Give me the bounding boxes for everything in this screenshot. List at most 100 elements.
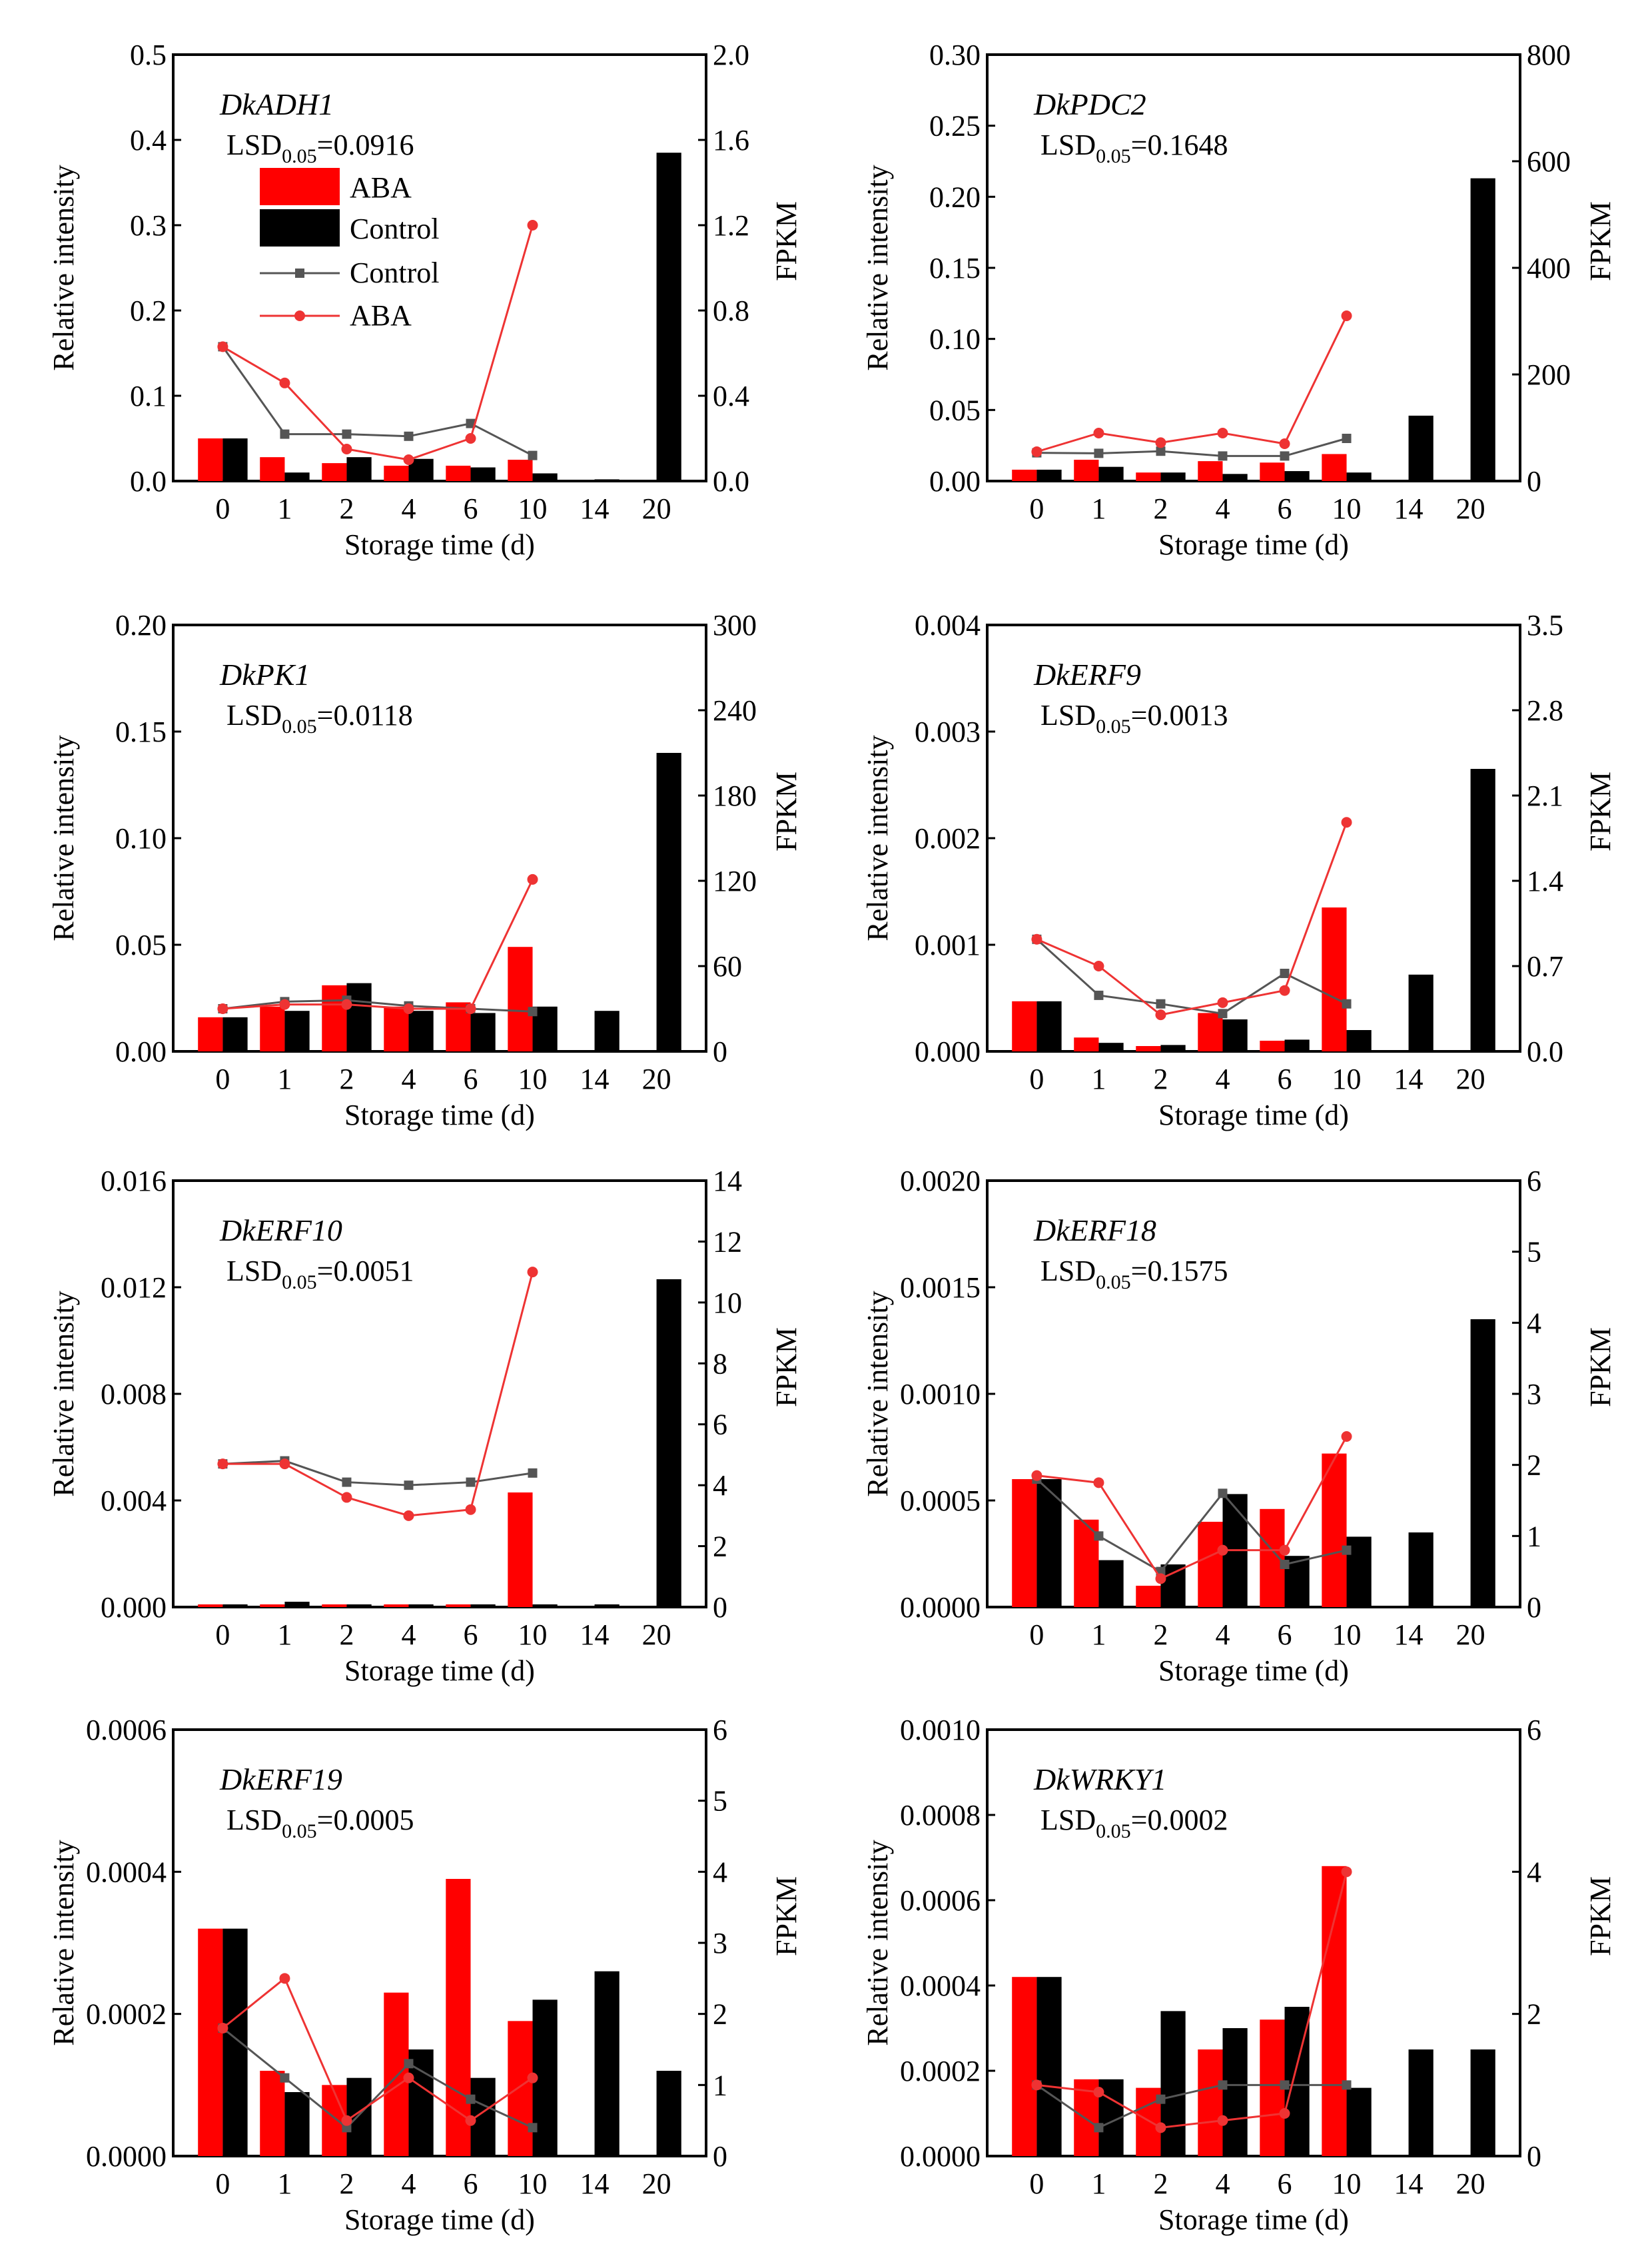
y-tick-label: 0.0010 — [900, 1714, 981, 1746]
bar-control — [594, 1011, 619, 1051]
point-aba — [1279, 438, 1290, 449]
y2-tick-label: 0 — [713, 2140, 727, 2173]
y2-tick-label: 6 — [1527, 1714, 1541, 1746]
y2-tick-label: 0 — [1527, 2140, 1541, 2173]
y2-axis-label: FPKM — [1584, 1876, 1617, 1956]
y-tick-label: 0.0002 — [86, 1998, 167, 2031]
x-tick-label: 10 — [518, 1063, 548, 1095]
y-tick-label: 0.001 — [915, 929, 981, 961]
x-tick-label: 1 — [1091, 492, 1106, 525]
x-tick-label: 0 — [215, 2167, 230, 2200]
bar-aba — [1136, 472, 1161, 481]
lsd-label: LSD0.05=0.0051 — [226, 1255, 414, 1293]
y-tick-label: 0.05 — [115, 929, 167, 961]
y-tick-label: 0.20 — [929, 181, 981, 213]
y2-tick-label: 3 — [1527, 1378, 1541, 1411]
bar-aba — [1322, 1866, 1347, 2156]
y2-tick-label: 180 — [713, 780, 757, 812]
bar-aba — [508, 460, 533, 481]
y-tick-label: 0.002 — [915, 822, 981, 855]
point-control — [1280, 451, 1290, 461]
point-aba — [527, 2072, 538, 2083]
point-aba — [1217, 997, 1228, 1008]
bar-aba — [1260, 1508, 1285, 1607]
x-tick-label: 20 — [642, 1063, 671, 1095]
gene-label: DkADH1 — [219, 87, 334, 121]
y-tick-label: 0.0015 — [900, 1271, 981, 1304]
bar-control — [656, 2071, 681, 2156]
bar-aba — [1074, 1037, 1099, 1051]
y2-axis-label: FPKM — [1584, 201, 1617, 281]
bar-aba — [322, 1604, 347, 1607]
line-control — [222, 1460, 533, 1486]
line-aba — [1036, 315, 1348, 453]
y-tick-label: 0.016 — [101, 1165, 167, 1197]
x-tick-label: 2 — [1153, 1063, 1168, 1095]
x-tick-label: 6 — [464, 1618, 478, 1651]
bar-control — [1470, 2049, 1495, 2156]
bar-aba — [1012, 1479, 1037, 1607]
x-tick-label: 2 — [339, 492, 354, 525]
x-axis-label: Storage time (d) — [344, 1654, 535, 1687]
point-aba — [217, 1003, 228, 1014]
lsd-label: LSD0.05=0.0118 — [226, 699, 413, 738]
bar-aba — [1136, 1586, 1161, 1607]
lsd-text: LSD — [226, 129, 282, 161]
legend-swatch-control-bar — [260, 209, 340, 247]
y-tick-label: 0.0006 — [86, 1714, 167, 1746]
x-tick-label: 14 — [1394, 2167, 1424, 2200]
y2-tick-label: 0.0 — [1527, 1035, 1563, 1068]
point-aba — [527, 873, 538, 885]
bar-control — [594, 1971, 619, 2156]
bar-aba — [384, 1992, 409, 2156]
lsd-value: =0.0118 — [317, 699, 413, 732]
y2-axis-label: FPKM — [770, 1876, 803, 1956]
point-control — [1094, 1531, 1104, 1541]
point-control — [1218, 1488, 1228, 1498]
y2-tick-label: 800 — [1527, 39, 1571, 71]
chart-panel-DkERF19: 0.0000 0.0002 0.0004 0.0006 0 1 2 3 4 5 6 0 1 2 4 6 10 14… — [47, 1714, 803, 2236]
point-aba — [279, 1973, 290, 1984]
x-axis-label: Storage time (d) — [1158, 1099, 1349, 1131]
point-aba — [1093, 2087, 1104, 2097]
y2-tick-label: 0 — [1527, 465, 1541, 498]
gene-label: DkPK1 — [219, 658, 310, 692]
bar-control — [1222, 1019, 1248, 1051]
bar-control — [1098, 1560, 1124, 1607]
x-tick-label: 20 — [642, 2167, 671, 2200]
y2-tick-label: 0.8 — [713, 294, 749, 327]
x-tick-label: 14 — [580, 1618, 610, 1651]
x-tick-label: 2 — [339, 1063, 354, 1095]
y-tick-label: 0.0020 — [900, 1165, 981, 1197]
bar-control — [1098, 1043, 1124, 1051]
x-tick-label: 4 — [401, 492, 416, 525]
point-control — [1094, 990, 1104, 1000]
point-control — [342, 1477, 352, 1487]
point-control — [1218, 451, 1228, 461]
bar-aba — [260, 1604, 285, 1607]
y-axis-label: Relative intensity — [861, 735, 894, 941]
bar-control — [222, 1928, 248, 2156]
y-tick-label: 0.15 — [115, 716, 167, 748]
x-tick-label: 6 — [1278, 2167, 1292, 2200]
x-tick-label: 2 — [1153, 2167, 1168, 2200]
y-tick-label: 0.25 — [929, 110, 981, 143]
y-tick-label: 0.05 — [929, 394, 981, 426]
y2-tick-label: 6 — [713, 1409, 727, 1441]
y2-tick-label: 60 — [713, 950, 742, 983]
y2-tick-label: 0.4 — [713, 380, 749, 412]
bar-aba — [260, 457, 285, 481]
y-axis-label: Relative intensity — [861, 1840, 894, 2045]
x-tick-label: 4 — [1215, 1618, 1230, 1651]
point-aba — [1341, 817, 1352, 828]
point-aba — [1217, 2115, 1228, 2126]
x-tick-label: 10 — [1332, 492, 1362, 525]
bar-aba — [508, 1492, 533, 1607]
point-aba — [1155, 1009, 1166, 1021]
y2-tick-label: 4 — [713, 1469, 727, 1502]
x-tick-label: 2 — [339, 1618, 354, 1651]
y-tick-label: 0.0002 — [900, 2055, 981, 2087]
lsd-subscript: 0.05 — [282, 1271, 317, 1293]
x-tick-label: 1 — [1091, 1063, 1106, 1095]
point-control — [342, 429, 352, 439]
